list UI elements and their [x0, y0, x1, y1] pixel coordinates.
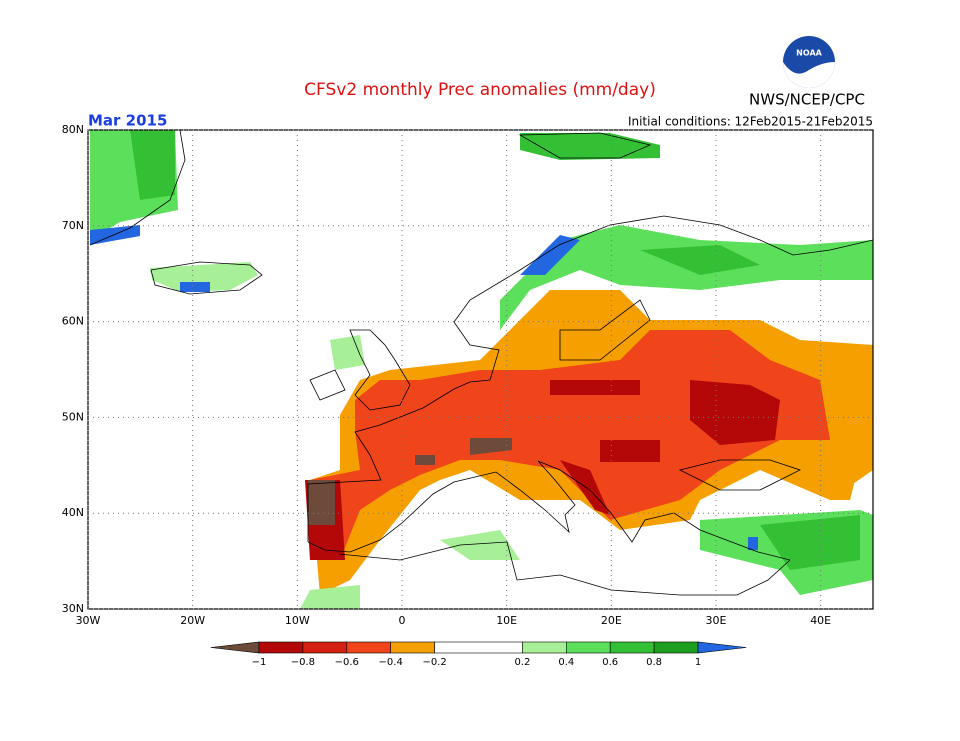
colorbar-label: 0.6 [602, 657, 618, 668]
colorbar-segment [609, 641, 655, 654]
colorbar-label: −0.8 [291, 657, 315, 668]
y-tick-label: 30N [62, 602, 84, 615]
logo-text: NOAA [796, 49, 822, 58]
colorbar-segment [302, 641, 348, 654]
title: CFSv2 monthly Prec anomalies (mm/day) [304, 80, 656, 100]
x-tick-label: 20W [180, 614, 205, 627]
colorbar-segment [258, 641, 304, 654]
anomaly-field [90, 130, 873, 609]
x-tick-label: 10E [496, 614, 517, 627]
x-tick-label: 40E [810, 614, 831, 627]
x-tick-label: 30E [706, 614, 727, 627]
agency: NWS/NCEP/CPC [749, 91, 865, 109]
colorbar-segment [434, 641, 523, 654]
colorbar-segment [346, 641, 391, 654]
plot-frame [87, 129, 874, 610]
colorbar-segment [390, 641, 435, 654]
colorbar-segment [522, 641, 567, 654]
colorbar-label: 0.4 [558, 657, 574, 668]
y-tick-label: 50N [62, 410, 84, 423]
y-tick-label: 70N [62, 219, 84, 232]
colorbar-label: −0.6 [335, 657, 359, 668]
x-tick-label: 10W [285, 614, 310, 627]
colorbar-label: 0.2 [514, 657, 530, 668]
colorbar-segment [653, 641, 699, 654]
x-tick-label: 20E [601, 614, 622, 627]
initial-conditions: Initial conditions: 12Feb2015-21Feb2015 [628, 115, 873, 129]
colorbar-label: 1 [695, 657, 701, 668]
colorbar-label: −1 [252, 657, 267, 668]
x-tick-label: 0 [399, 614, 406, 627]
colorbar-label: 0.8 [646, 657, 662, 668]
y-tick-label: 80N [62, 123, 84, 136]
x-tick-label: 30W [76, 614, 101, 627]
colorbar-segment [565, 641, 611, 654]
noaa-logo: NOAA [783, 36, 835, 88]
coastlines [89, 130, 873, 596]
y-tick-label: 40N [62, 506, 84, 519]
period: Mar 2015 [88, 112, 167, 130]
colorbar-arrow-high [697, 641, 747, 654]
colorbar-label: −0.2 [422, 657, 446, 668]
colorbar-arrow-low [210, 641, 260, 654]
y-tick-label: 60N [62, 315, 84, 328]
colorbar-label: −0.4 [379, 657, 403, 668]
